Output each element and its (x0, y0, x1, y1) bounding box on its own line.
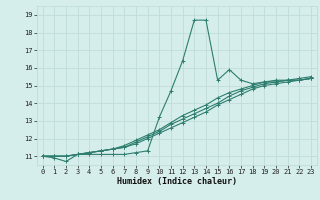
X-axis label: Humidex (Indice chaleur): Humidex (Indice chaleur) (117, 177, 237, 186)
